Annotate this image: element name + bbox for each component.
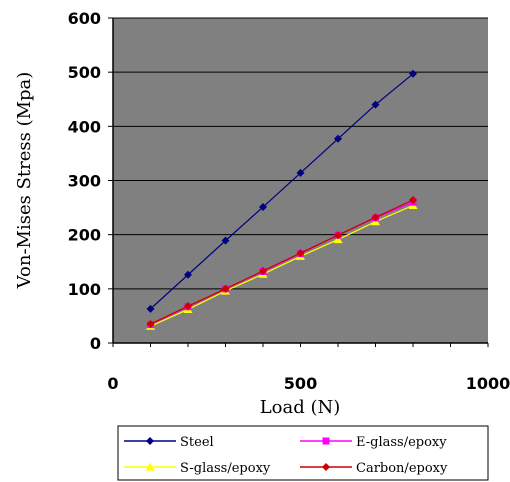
legend-swatch-marker <box>322 437 330 445</box>
legend: Steel E-glass/epoxy S-glass/epoxy Carbon/ep… <box>117 425 489 481</box>
data-point-steel <box>371 100 380 109</box>
data-point-carbon-epoxy <box>184 302 192 311</box>
data-point-steel <box>334 134 342 143</box>
series-layer <box>146 69 418 330</box>
data-point-steel <box>409 69 417 78</box>
legend-item-steel: Steel <box>124 435 214 450</box>
data-point-steel <box>184 270 192 279</box>
legend-item-s-glass-epoxy: S-glass/epoxy <box>124 461 271 476</box>
series-line-steel <box>150 73 414 310</box>
data-point-carbon-epoxy <box>334 231 342 240</box>
x-tick-label: 500 <box>284 374 317 393</box>
data-point-carbon-epoxy <box>221 284 230 293</box>
legend-label: Carbon/epoxy <box>356 461 448 476</box>
data-point-steel <box>146 304 155 313</box>
x-axis-title: Load (N) <box>260 397 341 418</box>
data-point-steel <box>221 236 230 245</box>
series-line-carbon-epoxy <box>150 199 414 325</box>
legend-swatch-marker <box>146 437 154 445</box>
y-tick-label: 100 <box>68 280 101 299</box>
x-tick-label: 0 <box>107 374 118 393</box>
legend-box <box>117 425 489 481</box>
y-tick-label: 400 <box>68 117 101 136</box>
series-steel <box>146 69 417 313</box>
legend-item-e-glass-epoxy: E-glass/epoxy <box>300 435 447 450</box>
plot-area <box>112 17 488 344</box>
x-axis-ticks: 0 500 1000 <box>107 343 510 393</box>
y-tick-label: 600 <box>68 9 101 28</box>
x-tick-label: 1000 <box>466 374 510 393</box>
legend-swatch-marker <box>145 462 155 471</box>
legend-swatch-marker <box>322 463 330 471</box>
data-point-carbon-epoxy <box>259 266 267 275</box>
data-point-carbon-epoxy <box>409 196 417 204</box>
y-tick-label: 200 <box>68 226 101 245</box>
data-point-carbon-epoxy <box>146 320 155 329</box>
data-point-steel <box>296 168 305 177</box>
series-carbon-epoxy <box>146 196 417 329</box>
y-axis-ticks: 0 100 200 300 400 500 600 <box>68 9 113 353</box>
y-tick-label: 500 <box>68 63 101 82</box>
y-tick-label: 0 <box>90 334 101 353</box>
legend-label: E-glass/epoxy <box>356 435 447 450</box>
data-point-carbon-epoxy <box>296 249 305 258</box>
y-tick-label: 300 <box>68 172 101 191</box>
legend-label: S-glass/epoxy <box>180 461 271 476</box>
data-point-steel <box>259 203 267 212</box>
legend-label: Steel <box>180 435 214 450</box>
series-line-s-glass-epoxy <box>150 204 414 327</box>
legend-item-carbon-epoxy: Carbon/epoxy <box>300 461 448 476</box>
y-axis-title: Von-Mises Stress (Mpa) <box>14 72 35 290</box>
data-point-carbon-epoxy <box>371 213 380 222</box>
